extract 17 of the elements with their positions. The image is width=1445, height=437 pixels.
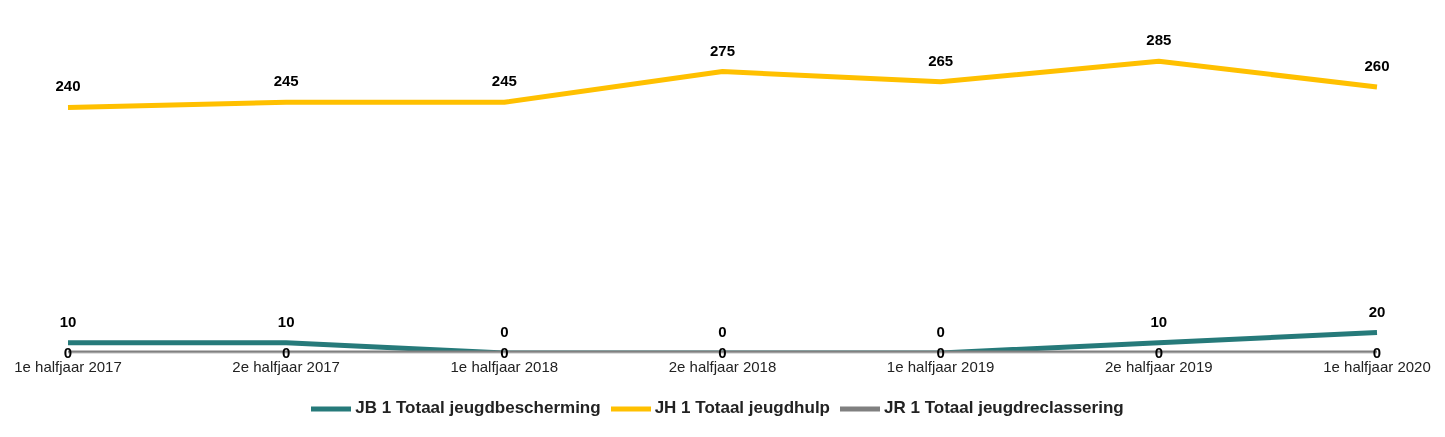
legend-label: JB 1 Totaal jeugdbescherming [355, 398, 601, 418]
data-label: 275 [709, 41, 736, 59]
data-label: 265 [928, 51, 954, 69]
data-label: 0 [500, 323, 509, 340]
data-label: 240 [55, 77, 81, 95]
data-label: 10 [1150, 312, 1168, 330]
legend-label: JR 1 Totaal jeugdreclassering [884, 398, 1124, 418]
data-label: 245 [273, 72, 299, 90]
data-label: 245 [491, 72, 517, 90]
data-label: 285 [1146, 31, 1172, 49]
data-label: 260 [1364, 56, 1390, 74]
legend-label: JH 1 Totaal jeugdhulp [654, 398, 830, 418]
data-label: 20 [1368, 302, 1386, 320]
data-label: 10 [277, 312, 295, 330]
data-label: 0 [718, 323, 727, 340]
data-label: 10 [59, 312, 77, 330]
data-label: 0 [936, 323, 945, 340]
